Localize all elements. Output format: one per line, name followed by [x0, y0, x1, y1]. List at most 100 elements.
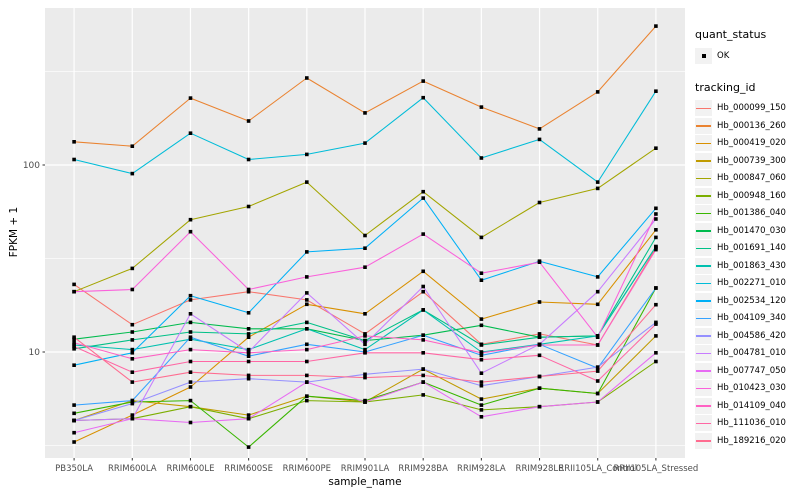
legend-item-label: Hb_000739_300: [717, 155, 786, 166]
data-point: [305, 152, 309, 157]
data-point: [72, 440, 76, 444]
data-point: [363, 351, 367, 355]
x-tick-label: RRII105LA_Stressed: [614, 464, 699, 474]
legend-key-box: [695, 327, 712, 344]
x-tick-label: RRIM600PE: [283, 464, 331, 474]
x-tick-label: RRIM600LA: [108, 464, 157, 474]
legend-item-Hb_000136_260: Hb_000136_260: [695, 117, 799, 135]
data-point: [421, 393, 425, 397]
legend-item-Hb_001863_430: Hb_001863_430: [695, 257, 799, 275]
legend-item-Hb_001470_030: Hb_001470_030: [695, 222, 799, 240]
data-point: [479, 397, 484, 401]
data-point: [130, 330, 135, 334]
data-point: [479, 323, 484, 328]
data-point: [654, 302, 658, 307]
data-point: [130, 416, 135, 421]
data-point: [72, 337, 76, 341]
data-point: [188, 293, 193, 298]
data-point: [421, 380, 425, 384]
data-point: [130, 322, 135, 327]
x-tick-label: RRIM928LE: [516, 464, 564, 474]
legend-item-Hb_014109_040: Hb_014109_040: [695, 397, 799, 415]
legend-key-box: [695, 432, 712, 449]
legend-item-label: OK: [717, 50, 730, 61]
line-swatch-icon: [696, 440, 711, 442]
legend-key-box: [695, 397, 712, 414]
data-point: [72, 430, 76, 435]
data-point: [188, 337, 193, 341]
tracking-id-legend-list: Hb_000099_150 Hb_000136_260 Hb_000419_020 H…: [695, 100, 799, 450]
data-point: [130, 413, 135, 417]
data-point: [305, 394, 309, 398]
legend-item-label: Hb_007747_050: [717, 365, 786, 376]
legend-key-box: [695, 275, 712, 292]
data-point: [72, 140, 76, 144]
data-point: [305, 398, 309, 403]
x-tick-label: PB350LA: [55, 464, 93, 474]
line-swatch-icon: [696, 142, 711, 144]
data-point: [421, 269, 425, 274]
line-swatch-icon: [696, 230, 711, 232]
legend-key-box: [695, 222, 712, 239]
legend-title-tracking-id: tracking_id: [695, 80, 756, 94]
line-swatch-icon: [696, 422, 711, 424]
data-point: [246, 373, 251, 378]
data-point: [246, 359, 251, 364]
data-point: [479, 403, 484, 407]
legend-item-label: Hb_014109_040: [717, 400, 786, 411]
data-point: [421, 189, 425, 194]
data-point: [188, 335, 193, 339]
data-point: [305, 373, 309, 378]
data-point: [188, 330, 193, 334]
data-point: [246, 335, 251, 339]
data-point: [654, 351, 658, 355]
legend-item-label: Hb_000099_150: [717, 103, 786, 114]
x-tick-label: RRII105LA_Control: [558, 464, 637, 474]
data-point: [305, 327, 309, 331]
legend-item-label: Hb_002534_120: [717, 295, 786, 306]
data-point: [537, 332, 542, 336]
data-point: [188, 385, 193, 389]
data-point: [654, 322, 658, 326]
data-point: [654, 244, 658, 249]
data-point: [363, 342, 367, 347]
data-point: [246, 347, 251, 352]
data-point: [537, 343, 542, 347]
data-point: [479, 371, 484, 375]
data-point: [479, 357, 484, 362]
data-point: [130, 287, 135, 292]
data-point: [188, 131, 193, 135]
legend-key-box: [695, 362, 712, 379]
line-swatch-icon: [696, 177, 711, 179]
data-point: [305, 302, 309, 307]
data-point: [72, 347, 76, 351]
data-point: [654, 235, 658, 240]
data-point: [363, 347, 367, 352]
legend-key-box: [695, 380, 712, 397]
data-point: [246, 416, 251, 421]
data-point: [654, 286, 658, 290]
legend-item-label: Hb_000419_020: [717, 138, 786, 149]
data-point: [363, 372, 367, 377]
data-point: [246, 157, 251, 162]
data-point: [595, 369, 600, 373]
legend-item-label: Hb_189216_020: [717, 435, 786, 446]
line-swatch-icon: [696, 265, 711, 267]
data-point: [479, 383, 484, 388]
data-point: [595, 391, 600, 396]
data-point: [595, 90, 600, 94]
data-point: [130, 144, 135, 148]
data-point: [305, 320, 309, 325]
point-marker-icon: [701, 53, 706, 58]
data-point: [188, 398, 193, 403]
data-point: [654, 334, 658, 338]
data-point: [72, 403, 76, 407]
data-point: [421, 95, 425, 100]
data-point: [421, 289, 425, 294]
data-point: [537, 353, 542, 358]
legend-item-Hb_000099_150: Hb_000099_150: [695, 100, 799, 118]
data-point: [654, 146, 658, 150]
data-point: [363, 332, 367, 336]
data-point: [421, 373, 425, 378]
